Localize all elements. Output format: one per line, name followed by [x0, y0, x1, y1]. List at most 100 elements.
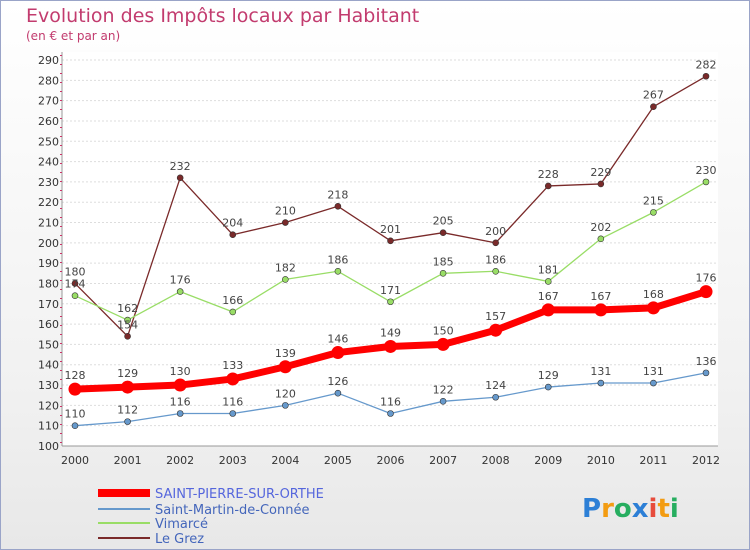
- legend-label: SAINT-PIERRE-SUR-ORTHE: [155, 487, 324, 502]
- data-point: [124, 316, 131, 324]
- x-tick-label: 2001: [114, 454, 142, 467]
- y-tick-label: 240: [38, 156, 59, 169]
- y-tick-label: 130: [38, 379, 59, 392]
- data-label: 228: [538, 168, 559, 181]
- data-point: [650, 103, 657, 111]
- data-label: 205: [433, 215, 454, 228]
- data-label: 176: [170, 274, 191, 287]
- x-tick-label: 2011: [639, 454, 667, 467]
- data-label: 210: [275, 205, 296, 218]
- legend-label: Saint-Martin-de-Connée: [155, 503, 309, 518]
- x-tick-label: 2002: [166, 454, 194, 467]
- data-point: [702, 369, 710, 377]
- y-tick-label: 190: [38, 257, 59, 270]
- data-point: [541, 303, 555, 317]
- data-point: [334, 267, 342, 275]
- data-point: [492, 239, 499, 247]
- data-label: 167: [590, 290, 611, 303]
- data-label: 131: [590, 365, 611, 378]
- legend: SAINT-PIERRE-SUR-ORTHESaint-Martin-de-Co…: [98, 487, 324, 547]
- x-tick-label: 2004: [271, 454, 299, 467]
- y-tick-label: 120: [38, 399, 59, 412]
- x-tick-label: 2005: [324, 454, 352, 467]
- y-tick-label: 210: [38, 217, 59, 230]
- data-point: [489, 323, 503, 337]
- y-tick-label: 100: [38, 440, 59, 453]
- data-label: 176: [696, 272, 717, 285]
- data-label: 116: [380, 395, 401, 408]
- data-point: [492, 267, 499, 275]
- data-point: [702, 72, 710, 80]
- data-label: 124: [485, 379, 506, 392]
- data-label: 186: [327, 253, 348, 266]
- legend-label: Le Grez: [155, 532, 204, 547]
- data-label: 202: [590, 221, 611, 234]
- plot-area: [62, 52, 718, 446]
- data-label: 150: [433, 324, 454, 337]
- data-label: 171: [380, 284, 401, 297]
- x-tick-label: 2006: [377, 454, 405, 467]
- data-point: [229, 231, 237, 239]
- data-point: [176, 174, 184, 182]
- data-label: 185: [433, 255, 454, 268]
- data-point: [121, 380, 135, 394]
- data-point: [597, 379, 605, 387]
- proxiti-logo: Proxiti: [582, 494, 679, 524]
- data-labels: 180 154 232 204 210 218 201 205 200 228 229 267 282 1…: [65, 58, 717, 420]
- x-tick-label: 2010: [587, 454, 615, 467]
- data-point: [646, 301, 660, 315]
- data-point: [334, 202, 342, 210]
- data-label: 110: [65, 408, 86, 421]
- data-label: 167: [538, 290, 559, 303]
- data-label: 232: [170, 160, 191, 173]
- data-label: 126: [327, 375, 348, 388]
- logo-text: Proxiti: [582, 494, 679, 524]
- data-point: [282, 219, 289, 226]
- data-label: 116: [222, 395, 243, 408]
- data-label: 186: [485, 253, 506, 266]
- data-point: [282, 276, 289, 283]
- data-point: [439, 270, 447, 277]
- data-label: 139: [275, 347, 296, 360]
- plot-background: [62, 52, 718, 446]
- data-point: [594, 303, 608, 317]
- data-label: 204: [222, 217, 243, 230]
- x-tick-label: 2000: [61, 454, 89, 467]
- data-label: 215: [643, 194, 664, 207]
- data-point: [387, 410, 394, 417]
- data-label: 129: [117, 367, 138, 380]
- data-label: 180: [65, 265, 86, 278]
- y-tick-label: 290: [38, 54, 59, 67]
- data-label: 200: [485, 225, 506, 238]
- data-point: [71, 292, 79, 299]
- data-point: [544, 278, 552, 285]
- data-label: 162: [117, 302, 138, 315]
- data-label: 157: [485, 310, 506, 323]
- data-label: 168: [643, 288, 664, 301]
- data-label: 201: [380, 223, 401, 236]
- y-tick-label: 160: [38, 318, 59, 331]
- data-label: 218: [327, 188, 348, 201]
- data-point: [597, 180, 605, 188]
- data-point: [176, 288, 184, 295]
- data-label: 136: [696, 355, 717, 368]
- data-label: 166: [222, 294, 243, 307]
- data-label: 120: [275, 387, 296, 400]
- data-label: 131: [643, 365, 664, 378]
- data-label: 229: [590, 166, 611, 179]
- data-point: [68, 382, 82, 396]
- data-point: [650, 209, 657, 216]
- y-tick-label: 230: [38, 176, 59, 189]
- x-tick-label: 2012: [692, 454, 720, 467]
- data-point: [226, 372, 240, 386]
- y-tick-label: 170: [38, 298, 59, 311]
- data-point: [124, 332, 131, 340]
- x-tick-label: 2009: [534, 454, 562, 467]
- legend-label: Vimarcé: [155, 517, 208, 532]
- data-point: [702, 178, 710, 186]
- data-point: [384, 339, 397, 353]
- data-label: 230: [696, 164, 717, 177]
- data-label: 130: [170, 365, 191, 378]
- data-label: 133: [222, 359, 243, 372]
